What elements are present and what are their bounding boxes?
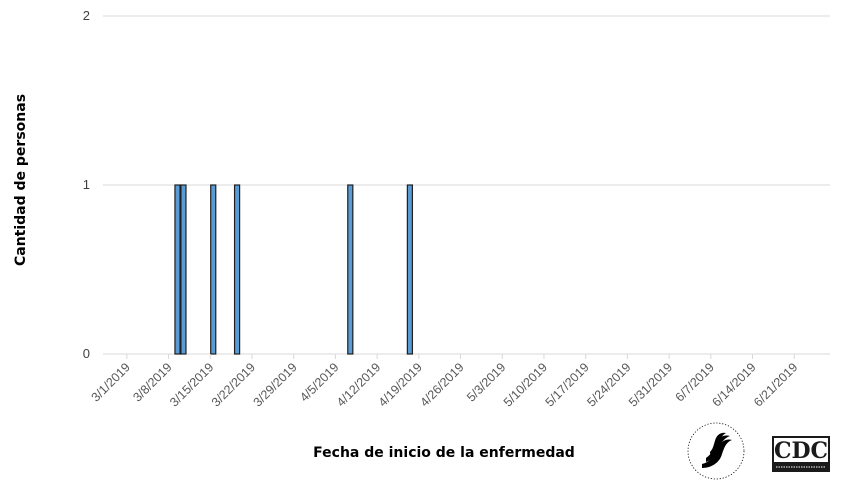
x-tick-label: 5/24/2019 — [584, 360, 633, 409]
x-tick-label: 4/26/2019 — [417, 360, 466, 409]
bar — [233, 184, 241, 355]
bar — [180, 184, 187, 355]
bar — [210, 184, 217, 355]
x-tick-label: 6/21/2019 — [751, 360, 800, 409]
x-tick-label: 5/10/2019 — [501, 360, 550, 409]
x-tick-labels: 3/1/20193/8/20193/15/20193/22/20193/29/2… — [89, 354, 800, 409]
agency-logos: CDC — [687, 422, 830, 480]
bars — [174, 184, 414, 355]
x-tick-label: 5/31/2019 — [626, 360, 675, 409]
x-tick-label: 3/1/2019 — [89, 360, 133, 404]
bar — [406, 184, 414, 355]
y-tick-label: 1 — [83, 177, 90, 192]
x-tick-label: 3/29/2019 — [251, 360, 300, 409]
x-axis-title: Fecha de inicio de la enfermedad — [313, 445, 575, 461]
y-tick-label: 2 — [83, 8, 90, 23]
bar — [347, 184, 354, 355]
x-tick-label: 3/15/2019 — [167, 360, 216, 409]
y-tick-label: 0 — [83, 346, 90, 361]
hhs-logo — [687, 422, 745, 480]
cdc-logo: CDC — [772, 436, 830, 472]
y-tick-labels: 0 1 2 — [83, 8, 90, 361]
x-tick-label: 6/14/2019 — [709, 360, 758, 409]
x-tick-label: 4/19/2019 — [376, 360, 425, 409]
gridlines — [103, 15, 830, 355]
x-tick-label: 3/22/2019 — [209, 360, 258, 409]
x-tick-label: 4/12/2019 — [334, 360, 383, 409]
bar — [174, 184, 181, 355]
x-tick-label: 5/17/2019 — [543, 360, 592, 409]
y-axis-title: Cantidad de personas — [13, 94, 29, 266]
cdc-logo-text: CDC — [774, 438, 828, 464]
